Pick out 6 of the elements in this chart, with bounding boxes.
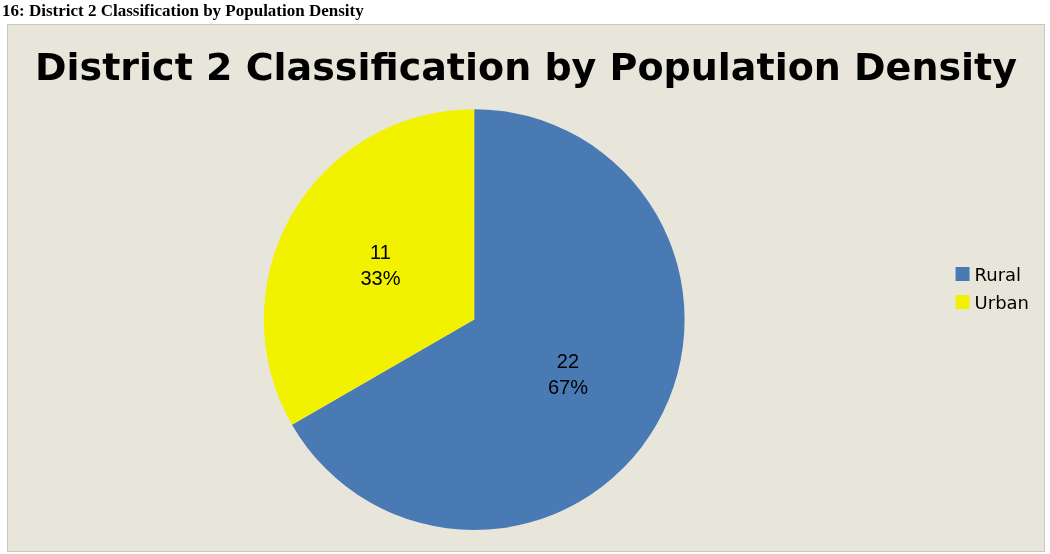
legend-label: Rural [974,263,1022,285]
data-label: 22 67% [547,349,589,398]
text: 16: District 2 Classification by Population Density [2,1,364,21]
legend-label: Urban [974,291,1030,313]
data-label: 11 33% [360,241,401,290]
chart-title: District 2 Classification by Population Density [34,45,1018,89]
